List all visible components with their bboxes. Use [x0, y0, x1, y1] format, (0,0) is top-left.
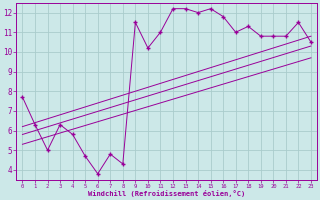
X-axis label: Windchill (Refroidissement éolien,°C): Windchill (Refroidissement éolien,°C) — [88, 190, 245, 197]
